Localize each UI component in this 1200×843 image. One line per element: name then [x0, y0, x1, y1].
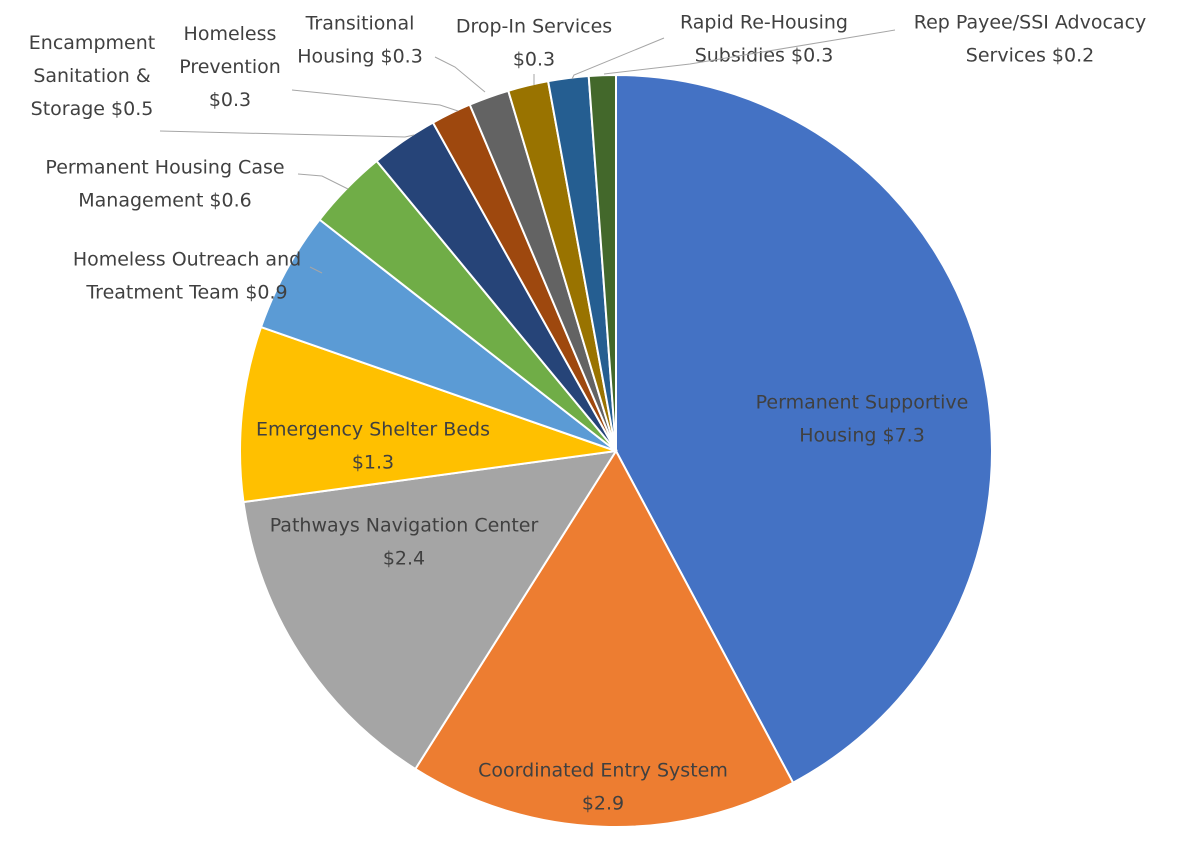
leader-line-rapid-re-housing-subsidies	[571, 37, 665, 80]
data-label-pathways-navigation-center: Pathways Navigation Center $2.4	[270, 515, 539, 570]
pie-labels: Permanent Supportive Housing $7.3 Coordina…	[29, 12, 1146, 815]
pie-slice-permanent-supportive-housing[interactable]	[615, 73, 993, 785]
pie-slices	[239, 73, 993, 828]
pie-slice-coordinated-entry-system[interactable]	[413, 449, 795, 828]
pie-slice-rep-payee-ssi-advocacy-services[interactable]	[587, 73, 617, 452]
data-label-encampment-sanitation-storage: Encampment Sanitation & Storage $0.5	[29, 32, 155, 120]
data-label-homeless-outreach-and-treatment-team: Homeless Outreach and Treatment Team $0.9	[73, 249, 301, 304]
leader-line-transitional-housing	[434, 56, 486, 93]
data-label-homeless-prevention: Homeless Prevention $0.3	[179, 23, 281, 111]
pie-slice-pathways-navigation-center[interactable]	[242, 449, 618, 771]
data-label-coordinated-entry-system: Coordinated Entry System $2.9	[478, 760, 728, 815]
data-label-rep-payee-ssi-advocacy-services: Rep Payee/SSI Advocacy Services $0.2	[914, 12, 1147, 67]
leader-line-encampment-sanitation-storage	[159, 130, 415, 138]
pie-slice-emergency-shelter-beds[interactable]	[239, 325, 617, 504]
leader-line-homeless-prevention	[291, 89, 459, 112]
data-label-emergency-shelter-beds: Emergency Shelter Beds $1.3	[256, 419, 490, 474]
data-label-permanent-housing-case-management: Permanent Housing Case Management $0.6	[45, 157, 284, 212]
data-label-drop-in-services: Drop-In Services $0.3	[456, 16, 612, 71]
leader-line-rep-payee-ssi-advocacy-services	[603, 29, 896, 75]
data-label-permanent-supportive-housing: Permanent Supportive Housing $7.3	[756, 392, 969, 447]
leader-line-permanent-housing-case-management	[297, 173, 349, 190]
data-label-rapid-re-housing-subsidies: Rapid Re-Housing Subsidies $0.3	[680, 12, 848, 67]
leader-line-homeless-outreach-and-treatment-team	[309, 266, 323, 274]
data-label-transitional-housing: Transitional Housing $0.3	[297, 13, 423, 68]
